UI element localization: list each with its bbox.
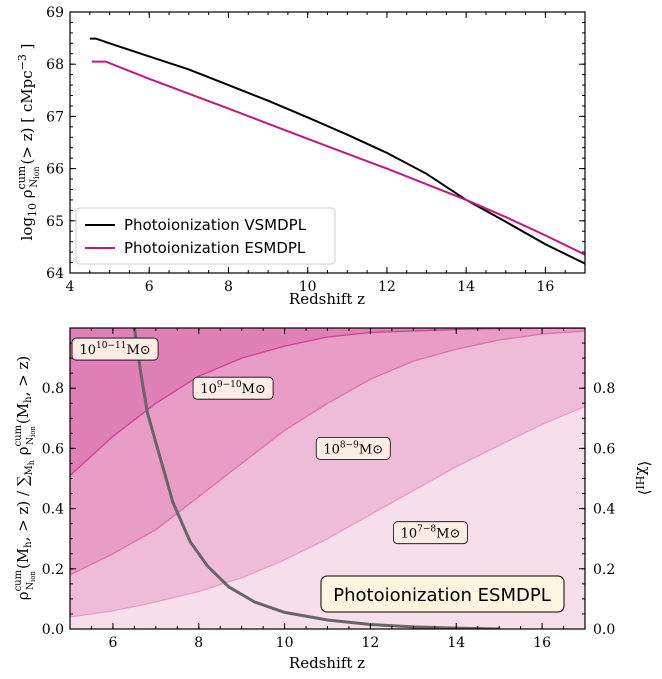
annotation-frame xyxy=(320,575,565,613)
xhi-line xyxy=(132,328,500,629)
band-label-box-1 xyxy=(315,436,391,460)
right-y-tick-label: 0.8 xyxy=(593,381,615,397)
y-tick-label: 0.8 xyxy=(42,381,64,397)
band-label-0: 107−8M⊙ xyxy=(401,525,461,542)
legend-label-esmdpl: Photoionization ESMDPL xyxy=(124,239,306,257)
neutral-fraction-curve xyxy=(132,328,500,629)
bottom-xlabel: Redshift z xyxy=(289,654,365,672)
band-label-3: 1010−11M⊙ xyxy=(79,341,150,358)
bottom-ylabel: ρcum Nion(Mh, > z) / ∑Mh ρcum Nion(Mh, > z… xyxy=(13,356,37,601)
band-area-0 xyxy=(70,406,585,629)
band-label-2: 109−10M⊙ xyxy=(200,380,265,397)
x-tick-label: 6 xyxy=(108,635,117,651)
x-tick-label: 4 xyxy=(66,279,75,295)
band-label-box-3 xyxy=(71,337,159,361)
band-boundary-1 xyxy=(70,330,585,576)
top-ylabel: log10 ρcumNion(> z) [ cMpc−3 ] xyxy=(15,44,41,241)
y-tick-label: 0.6 xyxy=(42,441,64,457)
top-series-lines xyxy=(89,37,586,265)
band-area-1 xyxy=(70,331,585,617)
bottom-panel: 6 8 10 12 14 16 0.0 0.2 0.4 0.6 0.8 0.0 0.2 0.4 0.6 0.8… xyxy=(13,327,654,672)
legend-label-vsmdpl: Photoionization VSMDPL xyxy=(124,216,307,234)
annotation-box: Photoionization ESMDPL xyxy=(320,575,565,613)
x-tick-label: 8 xyxy=(224,279,233,295)
y-tick-label: 65 xyxy=(46,214,64,230)
x-tick-label: 16 xyxy=(533,635,551,651)
top-xlabel: Redshift z xyxy=(289,290,365,308)
right-y-tick-label: 0.6 xyxy=(593,441,615,457)
band-boundary-0 xyxy=(70,405,585,618)
top-legend: Photoionization VSMDPL Photoionization E… xyxy=(75,207,336,265)
y-tick-label: 67 xyxy=(46,109,64,125)
bottom-axis-ticks: 6 8 10 12 14 16 0.0 0.2 0.4 0.6 0.8 0.0 0.2 0.4 0.6 0.8 xyxy=(42,327,615,651)
legend-frame xyxy=(75,207,336,265)
band-label-box-2 xyxy=(192,376,274,400)
annotation-text: Photoionization ESMDPL xyxy=(333,585,551,606)
x-tick-label: 16 xyxy=(536,279,554,295)
y-tick-label: 0.4 xyxy=(42,502,64,518)
x-tick-label: 6 xyxy=(145,279,154,295)
bottom-right-ylabel: ⟨χHI⟩ xyxy=(633,461,654,496)
right-y-tick-label: 0.2 xyxy=(593,562,615,578)
right-y-tick-label: 0.0 xyxy=(593,622,615,638)
y-tick-label: 0.2 xyxy=(42,562,64,578)
x-tick-label: 10 xyxy=(299,279,317,295)
band-area-3 xyxy=(70,328,585,476)
x-tick-label: 14 xyxy=(457,279,475,295)
right-y-tick-label: 0.4 xyxy=(593,502,615,518)
x-tick-label: 12 xyxy=(362,635,380,651)
y-tick-label: 66 xyxy=(46,162,64,178)
y-tick-label: 0.0 xyxy=(42,622,64,638)
series-line-1 xyxy=(91,60,586,256)
y-tick-label: 68 xyxy=(46,57,64,73)
band-label-1: 108−9M⊙ xyxy=(323,440,383,457)
x-tick-label: 8 xyxy=(194,635,203,651)
x-tick-label: 14 xyxy=(447,635,465,651)
band-labels: 107−8M⊙ 108−9M⊙ 109−10M⊙ 1010−11M⊙ xyxy=(71,337,468,545)
y-tick-label: 64 xyxy=(46,266,64,282)
x-tick-label: 12 xyxy=(378,279,396,295)
series-line-0 xyxy=(89,37,586,265)
band-label-box-0 xyxy=(393,521,468,545)
x-tick-label: 10 xyxy=(276,635,294,651)
y-tick-label: 69 xyxy=(46,5,64,21)
